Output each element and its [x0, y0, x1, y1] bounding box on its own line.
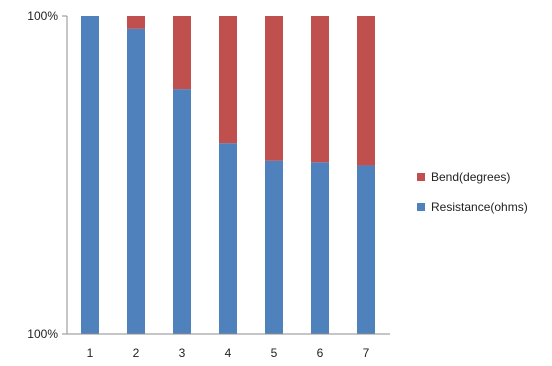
legend-swatch-resistance [417, 203, 425, 211]
x-tick-label-6: 6 [317, 346, 324, 360]
legend: Bend(degrees) Resistance(ohms) [417, 170, 528, 214]
bar-segment-bend-7 [357, 16, 375, 166]
bar-segment-bend-5 [265, 16, 283, 161]
x-tick-label-7: 7 [363, 346, 370, 360]
x-tick-label-5: 5 [271, 346, 278, 360]
bar-segment-resistance-5 [265, 160, 283, 334]
bar-segment-resistance-4 [219, 143, 237, 334]
legend-label-bend: Bend(degrees) [431, 170, 510, 184]
legend-swatch-bend [417, 173, 425, 181]
bar-segment-resistance-1 [81, 16, 99, 334]
bar-segment-bend-6 [311, 16, 329, 163]
y-tick-label-bottom: 100% [27, 327, 58, 341]
bars-group [81, 16, 375, 334]
x-tick-labels: 1 2 3 4 5 6 7 [87, 346, 370, 360]
x-tick-label-3: 3 [179, 346, 186, 360]
y-tick-label-top: 100% [27, 9, 58, 23]
x-tick-label-1: 1 [87, 346, 94, 360]
x-tick-label-2: 2 [133, 346, 140, 360]
bar-segment-bend-2 [127, 16, 145, 29]
bar-segment-resistance-3 [173, 89, 191, 334]
x-tick-label-4: 4 [225, 346, 232, 360]
bar-segment-resistance-6 [311, 162, 329, 334]
bar-segment-bend-3 [173, 16, 191, 90]
bar-segment-bend-4 [219, 16, 237, 144]
bar-segment-resistance-2 [127, 28, 145, 334]
bar-segment-resistance-7 [357, 165, 375, 334]
legend-label-resistance: Resistance(ohms) [431, 200, 528, 214]
